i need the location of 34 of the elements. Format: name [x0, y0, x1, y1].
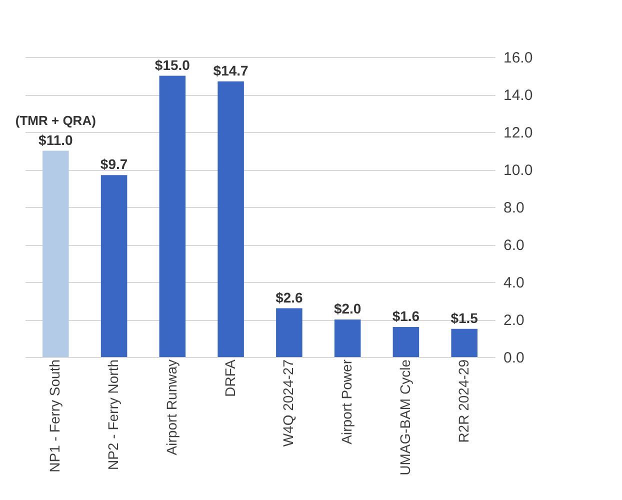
x-tick-label: R2R 2024-29	[455, 359, 472, 443]
data-label: $9.7	[100, 156, 128, 172]
y-tick-label: 0.0	[504, 350, 524, 366]
bar	[451, 328, 478, 357]
y-tick-label: 12.0	[504, 124, 533, 142]
bar	[159, 76, 186, 357]
bar	[392, 327, 420, 357]
bar	[42, 150, 69, 357]
data-label: $14.7	[213, 62, 249, 78]
annotation: (TMR + QRA)	[15, 112, 96, 128]
bar	[276, 308, 302, 357]
bar	[218, 81, 244, 357]
x-tick-label: Airport Power	[338, 359, 355, 444]
bar	[100, 175, 128, 357]
x-tick-label: NP1 - Ferry South	[46, 360, 63, 472]
data-label: $15.0	[154, 56, 190, 73]
y-tick-label: 4.0	[504, 274, 524, 292]
data-label: $2.6	[276, 289, 304, 306]
y-tick-label: 16.0	[504, 50, 533, 66]
x-tick-label: UMAG-BAM Cycle	[396, 359, 413, 476]
y-tick-label: 6.0	[504, 237, 524, 254]
bar	[334, 320, 361, 357]
data-label: $1.6	[392, 308, 420, 324]
y-tick-label: 10.0	[504, 162, 533, 179]
x-tick-label: Airport Runway	[163, 360, 180, 456]
y-tick-label: 2.0	[504, 312, 524, 329]
y-tick-label: 8.0	[504, 200, 524, 216]
x-tick-label: DRFA	[222, 358, 238, 397]
x-tick-label: NP2 - Ferry North	[105, 360, 122, 470]
data-label: $11.0	[38, 132, 73, 148]
y-tick-label: 14.0	[504, 87, 533, 104]
x-tick-label: W4Q 2024-27	[280, 359, 296, 447]
data-label: $2.0	[334, 300, 362, 316]
data-label: $1.5	[450, 310, 478, 326]
